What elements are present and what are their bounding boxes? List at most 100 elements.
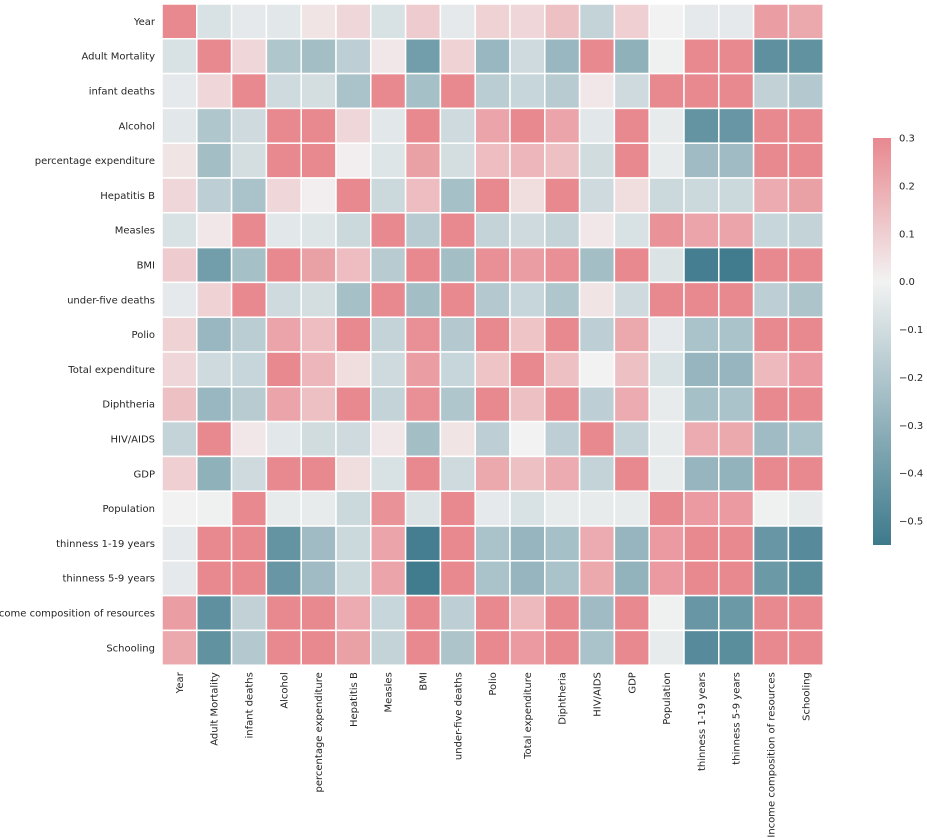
heatmap-cell [335,177,372,214]
heatmap-cell [196,351,233,388]
heatmap-cell [404,351,442,388]
heatmap-cell [265,594,302,632]
heatmap-cell [161,72,198,110]
heatmap-cell [404,490,442,527]
heatmap-cell [300,177,337,214]
heatmap-cell [439,38,476,75]
heatmap-cell [474,212,511,249]
heatmap-cell [509,281,546,318]
heatmap-cell [787,455,824,492]
heatmap-cell [509,560,546,597]
heatmap-cell [265,455,302,492]
heatmap-cell [648,281,685,318]
heatmap-cell [404,177,442,214]
heatmap-cell [370,281,407,318]
heatmap-cell [161,525,198,562]
heatmap-cell [752,107,790,144]
heatmap-cell [752,351,790,388]
heatmap-cell [648,560,685,597]
heatmap-cell [439,107,476,144]
heatmap-cell [752,490,790,527]
heatmap-cell [196,490,233,527]
heatmap-cell [544,629,581,666]
heatmap-cell [196,212,233,249]
heatmap-cell [335,72,372,110]
heatmap-cell [544,246,581,284]
heatmap-cell [544,455,581,492]
heatmap-cell [161,38,198,75]
x-tick-label: percentage expenditure [314,672,325,792]
heatmap-cell [230,490,268,527]
heatmap-cell [161,3,198,40]
heatmap-cell [300,212,337,249]
heatmap-cell [474,3,511,40]
heatmap-cell [370,316,407,353]
y-tick-label: BMI [137,261,155,272]
heatmap-cell [509,594,546,632]
heatmap-cell [578,594,616,632]
heatmap-cell [648,246,685,284]
heatmap-cell [230,3,268,40]
heatmap-cell [683,351,720,388]
heatmap-cell [578,177,616,214]
heatmap-cell [683,455,720,492]
heatmap-cell [230,246,268,284]
heatmap-cell [752,212,790,249]
heatmap-cell [230,107,268,144]
heatmap-cell [161,177,198,214]
heatmap-cell [648,455,685,492]
heatmap-cell [718,177,755,214]
heatmap-cell [335,107,372,144]
heatmap-cell [613,525,650,562]
heatmap-cell [265,142,302,179]
x-tick-label: Hepatitis B [349,672,360,727]
y-tick-label: GDP [134,469,155,480]
x-tick-label: Total expenditure [523,672,534,760]
heatmap-cell [161,560,198,597]
x-tick-label: Year [175,671,186,694]
heatmap-cell [230,177,268,214]
heatmap-cell [578,386,616,423]
heatmap-cell [578,142,616,179]
heatmap-cell [300,594,337,632]
heatmap-cell [370,72,407,110]
heatmap-cell [544,281,581,318]
heatmap-cell [439,316,476,353]
heatmap-cell [161,316,198,353]
heatmap-cell [683,246,720,284]
heatmap-cell [404,629,442,666]
heatmap-cell [718,72,755,110]
colorbar: 0.3 0.2 0.1 0.0 −0.1 −0.2 −0.3 −0.4 −0.5 [873,134,923,545]
heatmap-cell [787,212,824,249]
heatmap-cell [578,629,616,666]
heatmap-cell [370,177,407,214]
heatmap-cell [161,594,198,632]
heatmap-cell [300,142,337,179]
heatmap-cell [648,177,685,214]
heatmap-cell [474,281,511,318]
heatmap-cell [300,386,337,423]
heatmap-cell [265,525,302,562]
heatmap-cell [718,560,755,597]
heatmap-cell [578,38,616,75]
heatmap-cell [683,594,720,632]
heatmap-cell [265,351,302,388]
heatmap-cell [474,351,511,388]
heatmap-cell [196,142,233,179]
heatmap-cell [752,386,790,423]
heatmap-cell [613,72,650,110]
heatmap-cell [335,490,372,527]
heatmap-cell [752,3,790,40]
heatmap-cell [718,455,755,492]
heatmap-cell [613,3,650,40]
heatmap-cell [544,212,581,249]
heatmap-cell [230,525,268,562]
heatmap-cell [370,107,407,144]
heatmap-cell [474,72,511,110]
heatmap-cell [683,107,720,144]
heatmap-cell [370,629,407,666]
heatmap-cell [300,420,337,458]
heatmap-cell [578,316,616,353]
heatmap-cell [544,490,581,527]
heatmap-cell [230,316,268,353]
